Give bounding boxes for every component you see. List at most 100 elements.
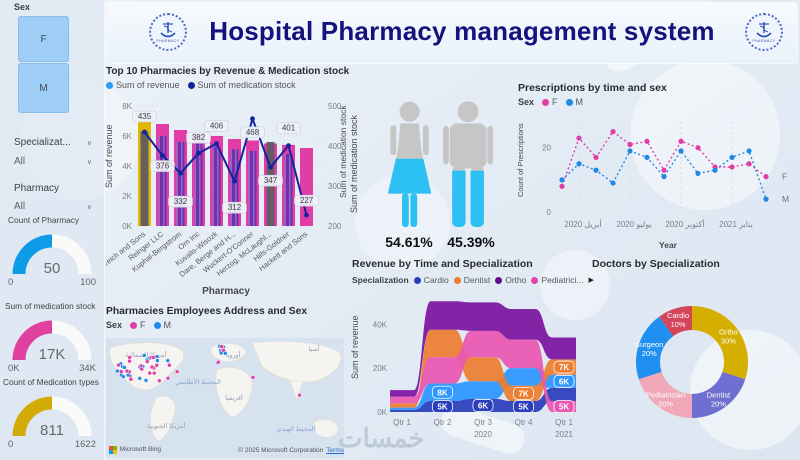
svg-text:آسيا: آسيا [308, 343, 320, 353]
legend-label: Cardio [423, 275, 449, 285]
legend-item-ortho[interactable]: Ortho [495, 275, 526, 285]
prescriptions-chart-title: Prescriptions by time and sex [518, 82, 667, 94]
legend-item-f[interactable]: F [130, 320, 146, 330]
sex-figures-infographic[interactable] [368, 100, 508, 232]
specialization-dropdown[interactable]: All ∨ [14, 156, 92, 167]
sex-option-label: M [39, 82, 48, 94]
svg-text:20%: 20% [711, 399, 726, 408]
svg-text:332: 332 [174, 197, 188, 206]
top10-chart-title: Top 10 Pharmacies by Revenue & Medicatio… [106, 66, 350, 77]
svg-text:F: F [782, 172, 787, 182]
legend-title: Sex [106, 320, 123, 330]
sex-option-label: F [40, 33, 47, 45]
svg-text:M: M [782, 194, 789, 204]
svg-text:400: 400 [328, 142, 342, 151]
legend-item-m[interactable]: M [153, 320, 172, 330]
svg-text:227: 227 [300, 196, 314, 205]
gauge-minmax: 0 100 [8, 277, 96, 288]
svg-text:0: 0 [547, 208, 552, 217]
legend-dot [153, 321, 161, 329]
legend-dot [565, 98, 573, 106]
pharmacy-slicer-header[interactable]: Pharmacy [14, 183, 92, 194]
legend-item-sum-of-revenue[interactable]: Sum of revenue [106, 80, 180, 90]
legend-dot [130, 321, 138, 329]
svg-text:Surgeon: Surgeon [635, 340, 663, 349]
pharmacy-value: All [14, 201, 26, 212]
sex-slicer-label: Sex [14, 2, 31, 12]
terms-link[interactable]: Terms [326, 447, 344, 454]
top10-chart-canvas[interactable]: 0K 2K 4K 6K 8K 200 300 400 500 435 376 332 382 406 312… [106, 94, 346, 284]
svg-text:Qtr 1: Qtr 1 [393, 418, 411, 427]
map-title: Pharmacies Employees Address and Sex [106, 306, 308, 317]
legend-item-m[interactable]: M [565, 97, 584, 107]
svg-text:468: 468 [246, 128, 260, 137]
specialization-slicer-header[interactable]: Specializat... ∨ [14, 137, 92, 148]
svg-text:يوليو 2020: يوليو 2020 [616, 220, 651, 229]
sex-filter-button-m[interactable]: M [18, 63, 69, 113]
legend-dot [542, 98, 550, 106]
svg-text:382: 382 [192, 133, 206, 142]
svg-text:20K: 20K [373, 364, 388, 373]
pharmacy-logo-icon: PHARMACY [745, 13, 783, 51]
legend-item-sum-of-medication-stock[interactable]: Sum of medication stock [187, 80, 296, 90]
gauge-max: 34K [79, 363, 96, 374]
chevron-down-icon: ∨ [86, 203, 92, 211]
legend-label: M [575, 97, 584, 107]
svg-text:5K: 5K [559, 403, 569, 412]
svg-text:30%: 30% [721, 337, 736, 346]
svg-text:أفريقيا: أفريقيا [225, 392, 243, 402]
prescriptions-chart-canvas[interactable]: 0 20 أبريل 2020 يوليو 2020 أكتوبر 2020 يناير … [526, 112, 798, 240]
bowl-of-hygieia-icon [756, 22, 772, 38]
svg-text:أوروبا: أوروبا [225, 349, 240, 359]
bing-logo-icon [109, 446, 117, 454]
gauge-max: 1622 [74, 439, 96, 450]
ribbon-legend: Specialization Cardio Dentist Ortho Pedi… [352, 275, 594, 285]
svg-text:20%: 20% [642, 349, 657, 358]
specialization-label: Specializat... [14, 137, 71, 148]
map-legend: Sex F M [106, 320, 346, 330]
page-title: Hospital Pharmacy management system [209, 16, 715, 46]
legend-item-f[interactable]: F [542, 97, 558, 107]
svg-text:10%: 10% [671, 320, 686, 329]
donut-chart-canvas[interactable]: Ortho30%Dentist20%Pediatrician20%Surgeon… [592, 272, 796, 456]
legend-item-pediatrician[interactable]: Pediatrici... [531, 275, 584, 285]
svg-text:2K: 2K [122, 192, 132, 201]
copyright-text: © 2025 Microsoft Corporation [238, 447, 324, 454]
map-attribution: Microsoft Bing [109, 446, 161, 454]
gauge-minmax: 0 1622 [8, 439, 96, 450]
legend-label: Ortho [505, 275, 527, 285]
sex-filter-button-f[interactable]: F [18, 16, 69, 62]
pharmacy-dropdown[interactable]: All ∨ [14, 201, 92, 212]
count-of-pharmacy-gauge: 50 [12, 234, 92, 277]
svg-text:312: 312 [228, 203, 242, 212]
legend-item-cardio[interactable]: Cardio [413, 275, 449, 285]
legend-scroll-arrow-icon[interactable]: ▶ [588, 277, 594, 284]
svg-text:يناير 2021: يناير 2021 [719, 220, 753, 229]
ribbon-chart-canvas[interactable]: 0K 20K 40K 8K 5K 6K 7K 5K 7K 6K 5K Qtr 1 Qtr 2 Qtr 3 Q… [352, 290, 588, 452]
filter-sidebar: Sex F M Specializat... ∨ All ∨ Pharmacy … [0, 0, 105, 460]
employees-map-panel: Pharmacies Employees Address and Sex Sex… [106, 306, 346, 460]
legend-item-dentist[interactable]: Dentist [453, 275, 490, 285]
svg-text:401: 401 [282, 124, 296, 133]
ribbon-chart-title: Revenue by Time and Specialization [352, 258, 533, 270]
svg-text:20%: 20% [658, 399, 673, 408]
gauge-title-count-of-pharmacy: Count of Pharmacy [8, 215, 80, 225]
gauge-min: 0 [8, 439, 14, 450]
svg-text:5K: 5K [437, 403, 447, 412]
world-map-canvas[interactable]: أمريكا الشمالية أمريكا الجنوبية أوروبا أفري… [106, 338, 344, 458]
legend-dot [187, 81, 195, 89]
svg-text:Qtr 3: Qtr 3 [474, 418, 492, 427]
title-bar: PHARMACY Hospital Pharmacy management sy… [107, 3, 797, 63]
map-copyright: © 2025 Microsoft Corporation Terms [238, 447, 344, 454]
legend-label: F [140, 320, 146, 330]
doctors-by-specialization-panel: Doctors by Specialization Ortho 30% Dentis… [592, 258, 796, 458]
legend-label: M [163, 320, 172, 330]
gauge-max: 100 [80, 277, 96, 288]
svg-text:أكتوبر 2020: أكتوبر 2020 [665, 218, 704, 229]
svg-text:Qtr 1: Qtr 1 [555, 418, 573, 427]
legend-dot [495, 276, 503, 284]
logo-text: PHARMACY [156, 39, 180, 43]
gauge-min: 0K [8, 363, 20, 374]
svg-text:20: 20 [542, 144, 551, 153]
